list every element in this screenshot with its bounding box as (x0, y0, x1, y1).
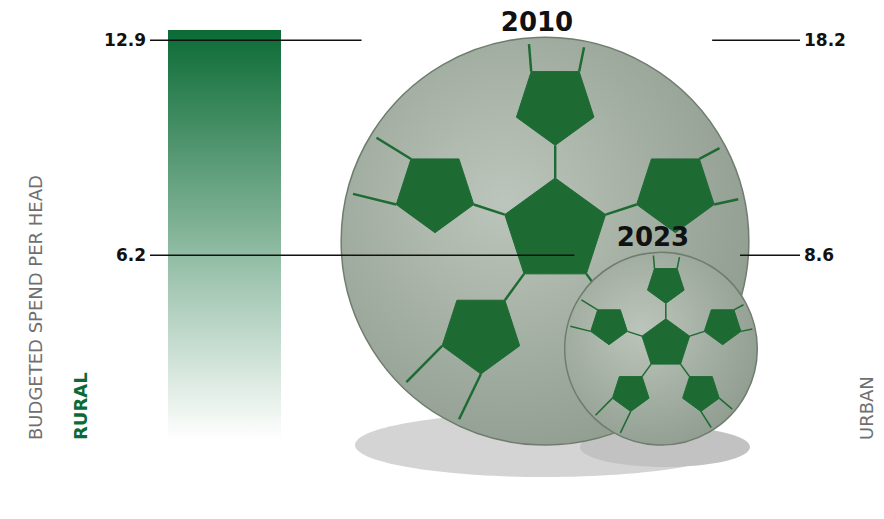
svg-text:2010: 2010 (501, 7, 573, 37)
svg-text:RURAL: RURAL (70, 372, 91, 440)
svg-text:8.6: 8.6 (804, 245, 834, 265)
svg-text:18.2: 18.2 (804, 30, 846, 50)
svg-text:12.9: 12.9 (104, 30, 146, 50)
svg-text:2023: 2023 (617, 222, 689, 252)
svg-text:URBAN: URBAN (856, 376, 877, 440)
svg-text:BUDGETED SPEND PER HEAD: BUDGETED SPEND PER HEAD (25, 175, 46, 440)
svg-text:6.2: 6.2 (116, 245, 146, 265)
